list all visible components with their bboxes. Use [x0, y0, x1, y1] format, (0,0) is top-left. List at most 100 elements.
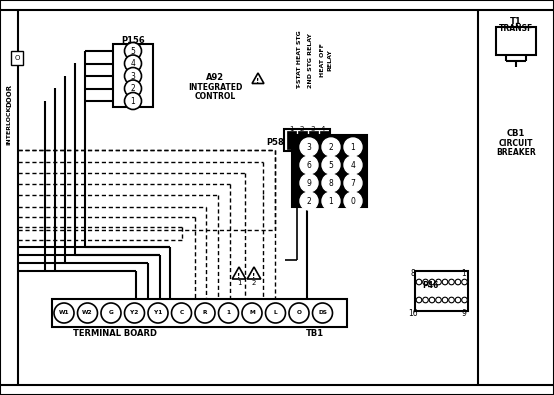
Circle shape	[429, 297, 435, 303]
Circle shape	[125, 92, 141, 109]
Text: 8: 8	[411, 269, 416, 278]
Text: 1: 1	[237, 280, 241, 286]
Circle shape	[312, 303, 332, 323]
Text: !: !	[237, 273, 240, 279]
Text: CB1: CB1	[507, 128, 525, 137]
Text: 9: 9	[461, 308, 466, 318]
Text: P156: P156	[121, 36, 145, 45]
Circle shape	[461, 279, 468, 285]
Text: !: !	[257, 78, 260, 84]
Text: TRANSF: TRANSF	[499, 23, 533, 32]
Circle shape	[125, 55, 141, 72]
Text: DS: DS	[318, 310, 327, 316]
Circle shape	[300, 156, 318, 174]
Text: 2: 2	[306, 196, 311, 205]
Circle shape	[242, 303, 262, 323]
Text: T-STAT HEAT STG: T-STAT HEAT STG	[297, 31, 302, 89]
Text: 7: 7	[351, 179, 356, 188]
Text: 1: 1	[227, 310, 230, 316]
Circle shape	[289, 303, 309, 323]
Text: P58: P58	[266, 137, 284, 147]
Circle shape	[449, 297, 454, 303]
Circle shape	[442, 279, 448, 285]
Circle shape	[54, 303, 74, 323]
Bar	[287, 131, 296, 149]
Text: 9: 9	[306, 179, 311, 188]
Text: TERMINAL BOARD: TERMINAL BOARD	[73, 329, 157, 337]
Text: Y1: Y1	[154, 310, 162, 316]
Text: 1: 1	[289, 126, 293, 132]
Bar	[298, 131, 307, 149]
Text: 3: 3	[131, 71, 135, 81]
Text: T1: T1	[510, 17, 522, 26]
Text: 0: 0	[351, 196, 356, 205]
Circle shape	[442, 297, 448, 303]
Text: P46: P46	[422, 280, 438, 290]
Circle shape	[344, 138, 362, 156]
Text: 2: 2	[329, 143, 334, 152]
Text: RELAY: RELAY	[327, 49, 332, 71]
Circle shape	[300, 192, 318, 210]
Text: 1: 1	[131, 96, 135, 105]
Text: 5: 5	[131, 47, 135, 56]
Circle shape	[455, 297, 461, 303]
Text: TB1: TB1	[306, 329, 324, 337]
Text: 3: 3	[306, 143, 311, 152]
Text: 2: 2	[300, 126, 304, 132]
Text: 2: 2	[131, 84, 135, 93]
Circle shape	[449, 279, 454, 285]
Text: 3: 3	[311, 126, 315, 132]
Text: 2ND STG RELAY: 2ND STG RELAY	[307, 32, 312, 88]
Text: DOOR: DOOR	[6, 83, 12, 107]
Text: 5: 5	[329, 160, 334, 169]
Circle shape	[423, 279, 428, 285]
Circle shape	[322, 156, 340, 174]
Bar	[11, 51, 23, 65]
Circle shape	[148, 303, 168, 323]
Circle shape	[461, 297, 468, 303]
Text: Y2: Y2	[130, 310, 138, 316]
Text: O: O	[14, 55, 20, 61]
Text: 4: 4	[131, 59, 135, 68]
Bar	[292, 135, 367, 207]
Bar	[284, 129, 330, 151]
Circle shape	[322, 138, 340, 156]
Text: !: !	[253, 273, 255, 279]
Text: O: O	[296, 310, 301, 316]
Text: G: G	[109, 310, 114, 316]
Text: 1: 1	[329, 196, 334, 205]
Circle shape	[423, 297, 428, 303]
Circle shape	[322, 192, 340, 210]
Text: HEAT OFF: HEAT OFF	[320, 43, 325, 77]
Bar	[309, 131, 318, 149]
Circle shape	[195, 303, 215, 323]
Circle shape	[78, 303, 98, 323]
Text: 4: 4	[351, 160, 356, 169]
Text: M: M	[249, 310, 255, 316]
Text: 1: 1	[461, 269, 466, 278]
Circle shape	[125, 303, 145, 323]
Text: 8: 8	[329, 179, 334, 188]
Text: CONTROL: CONTROL	[194, 92, 235, 100]
Bar	[113, 44, 153, 107]
Text: W1: W1	[59, 310, 69, 316]
Circle shape	[429, 279, 435, 285]
Circle shape	[344, 174, 362, 192]
Circle shape	[172, 303, 192, 323]
Circle shape	[416, 279, 422, 285]
Text: W2: W2	[82, 310, 93, 316]
Circle shape	[322, 174, 340, 192]
Bar	[52, 299, 347, 327]
Text: 6: 6	[306, 160, 311, 169]
Circle shape	[455, 279, 461, 285]
Text: INTERLOCK: INTERLOCK	[7, 105, 12, 145]
Circle shape	[101, 303, 121, 323]
Circle shape	[125, 80, 141, 97]
Text: A92: A92	[206, 73, 224, 81]
Circle shape	[435, 297, 442, 303]
Circle shape	[435, 279, 442, 285]
Bar	[496, 27, 536, 55]
Circle shape	[344, 192, 362, 210]
Text: 4: 4	[321, 126, 325, 132]
Text: 2: 2	[252, 280, 256, 286]
